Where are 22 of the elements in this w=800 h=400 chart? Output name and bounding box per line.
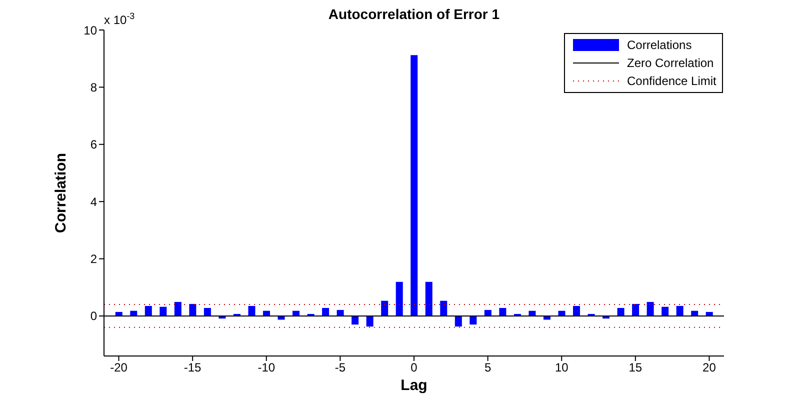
x-axis-title: Lag [400, 377, 428, 394]
x-tick-label: 10 [554, 360, 569, 375]
y-tick-label: 0 [90, 309, 98, 324]
x-tick-label: -10 [258, 360, 276, 375]
x-tick-label: -5 [334, 360, 346, 375]
y-tick-label: 10 [84, 23, 98, 38]
x-tick-label: -20 [110, 360, 128, 375]
x-tick-label: 20 [702, 360, 716, 375]
y-tick-label: 2 [90, 252, 98, 266]
x-tick-label: -15 [184, 360, 202, 375]
y-tick-label: 6 [90, 138, 98, 152]
y-axis-title: Correlation [52, 152, 70, 234]
y-tick-label: 4 [90, 194, 98, 209]
legend-label: Zero Correlation [627, 56, 714, 70]
y-tick-label: 8 [90, 80, 98, 94]
text: x 10$^{-3}$ [104, 11, 135, 27]
chart-title: Autocorrelation of Error 1 [328, 6, 500, 22]
x-tick-label: 0 [410, 360, 418, 375]
x-tick-label: 15 [628, 360, 642, 375]
x-tick-label: 5 [484, 360, 492, 375]
legend-label: Confidence Limit [627, 74, 716, 88]
legend-label: Correlations [627, 38, 692, 52]
